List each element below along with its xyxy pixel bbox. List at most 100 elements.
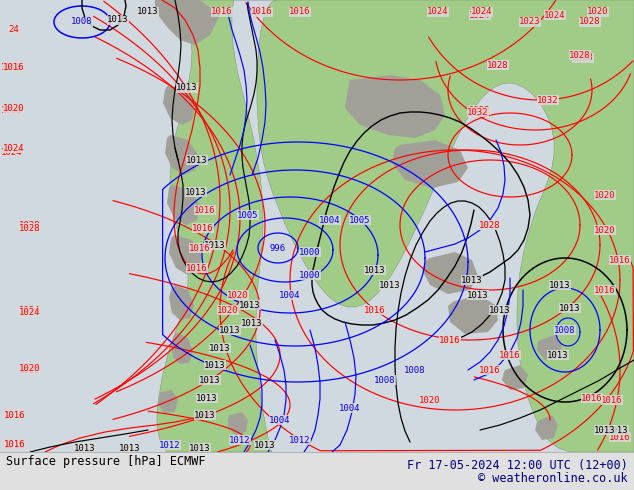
- Text: 1016: 1016: [365, 305, 385, 315]
- Text: 1020: 1020: [19, 364, 41, 372]
- Bar: [0, 452, 634, 490]
- Text: 1028: 1028: [569, 50, 591, 59]
- Text: 1016: 1016: [4, 441, 26, 449]
- Text: 1016: 1016: [4, 411, 26, 419]
- Polygon shape: [163, 85, 195, 125]
- Polygon shape: [165, 135, 198, 175]
- Polygon shape: [392, 140, 468, 188]
- Text: 1016: 1016: [194, 205, 216, 215]
- Text: 1013: 1013: [559, 303, 581, 313]
- Text: 1005: 1005: [237, 211, 259, 220]
- Text: 1013: 1013: [199, 375, 221, 385]
- Text: 1012: 1012: [230, 436, 251, 444]
- Text: 1016: 1016: [186, 264, 208, 272]
- Text: 1032: 1032: [469, 105, 491, 115]
- Polygon shape: [158, 390, 178, 413]
- Text: 1004: 1004: [320, 216, 340, 224]
- Text: 1000: 1000: [299, 247, 321, 256]
- Text: 1013: 1013: [254, 441, 276, 449]
- Text: 1023: 1023: [519, 18, 541, 26]
- Text: 1013: 1013: [607, 425, 629, 435]
- Text: 1008: 1008: [404, 366, 426, 374]
- Text: 1013: 1013: [547, 350, 569, 360]
- Text: 1024: 1024: [19, 305, 41, 315]
- Text: 1016: 1016: [479, 366, 501, 374]
- Text: 1016: 1016: [289, 7, 311, 17]
- Text: 1020: 1020: [19, 366, 41, 374]
- Text: 1013: 1013: [186, 155, 208, 165]
- Text: 24: 24: [9, 25, 20, 34]
- Polygon shape: [171, 333, 193, 364]
- Polygon shape: [502, 365, 528, 390]
- Text: 1016: 1016: [601, 395, 623, 405]
- Text: 996: 996: [270, 244, 286, 252]
- Text: 1012: 1012: [159, 441, 181, 449]
- Text: 1016: 1016: [581, 393, 603, 402]
- Text: 1016: 1016: [4, 411, 26, 419]
- Text: 1016: 1016: [609, 255, 631, 265]
- Text: 1032: 1032: [467, 107, 489, 117]
- Polygon shape: [169, 235, 202, 275]
- Text: 1016: 1016: [499, 350, 521, 360]
- Text: Surface pressure [hPa] ECMWF: Surface pressure [hPa] ECMWF: [6, 455, 205, 467]
- Text: 1024: 1024: [471, 7, 493, 17]
- Text: 1004: 1004: [279, 291, 301, 299]
- Text: 1013: 1013: [594, 425, 616, 435]
- Text: 1013: 1013: [197, 393, 217, 402]
- Text: 1013: 1013: [204, 361, 226, 369]
- Polygon shape: [448, 295, 498, 334]
- Text: 1016: 1016: [594, 286, 616, 294]
- Text: 1005: 1005: [349, 216, 371, 224]
- Polygon shape: [345, 75, 445, 138]
- Text: 1020: 1020: [217, 305, 239, 315]
- Text: 1013: 1013: [194, 411, 216, 419]
- Text: © weatheronline.co.uk: © weatheronline.co.uk: [479, 471, 628, 485]
- Text: 1013: 1013: [365, 266, 385, 274]
- Text: 1008: 1008: [71, 18, 93, 26]
- Text: 1016: 1016: [251, 7, 273, 17]
- Text: 1020: 1020: [419, 395, 441, 405]
- Text: 1016: 1016: [190, 244, 210, 252]
- Text: 1016: 1016: [3, 64, 25, 73]
- Text: 1016: 1016: [211, 7, 233, 17]
- Text: 1000: 1000: [299, 270, 321, 279]
- Text: 1028: 1028: [19, 223, 41, 232]
- Text: 1028: 1028: [579, 18, 601, 26]
- Polygon shape: [155, 0, 220, 45]
- Text: 1013: 1013: [549, 280, 571, 290]
- Text: 1028: 1028: [488, 60, 508, 70]
- Text: 1024: 1024: [1, 147, 23, 156]
- Text: 1032: 1032: [537, 96, 559, 104]
- Polygon shape: [155, 0, 272, 452]
- Text: 1024: 1024: [19, 308, 41, 317]
- Polygon shape: [234, 0, 634, 452]
- Text: 1013: 1013: [137, 7, 158, 17]
- Text: 1032: 1032: [537, 96, 559, 104]
- Text: 1013: 1013: [379, 280, 401, 290]
- Text: Fr 17-05-2024 12:00 UTC (12+00): Fr 17-05-2024 12:00 UTC (12+00): [407, 459, 628, 471]
- Text: 1008: 1008: [554, 325, 576, 335]
- Text: 1013: 1013: [190, 443, 210, 452]
- Polygon shape: [169, 285, 194, 320]
- Text: 1004: 1004: [339, 403, 361, 413]
- Text: 1016: 1016: [1, 64, 23, 73]
- Text: 1013: 1013: [74, 443, 96, 452]
- Text: 1016: 1016: [192, 223, 214, 232]
- Text: 1013: 1013: [242, 318, 262, 327]
- Text: 1013: 1013: [107, 16, 129, 24]
- Text: 1013: 1013: [204, 241, 226, 249]
- Polygon shape: [167, 185, 200, 225]
- Text: 1028: 1028: [479, 220, 501, 229]
- Text: 1008: 1008: [374, 375, 396, 385]
- Text: 1024: 1024: [439, 336, 461, 344]
- Text: 1020: 1020: [227, 291, 249, 299]
- Text: 1013: 1013: [489, 305, 511, 315]
- Text: 1013: 1013: [209, 343, 231, 352]
- Polygon shape: [228, 412, 248, 435]
- Text: 1020: 1020: [587, 7, 609, 17]
- Text: 1016: 1016: [4, 440, 26, 448]
- Text: 1028: 1028: [573, 53, 594, 63]
- Text: 1013: 1013: [467, 291, 489, 299]
- Polygon shape: [422, 252, 478, 294]
- Text: 1020: 1020: [594, 225, 616, 235]
